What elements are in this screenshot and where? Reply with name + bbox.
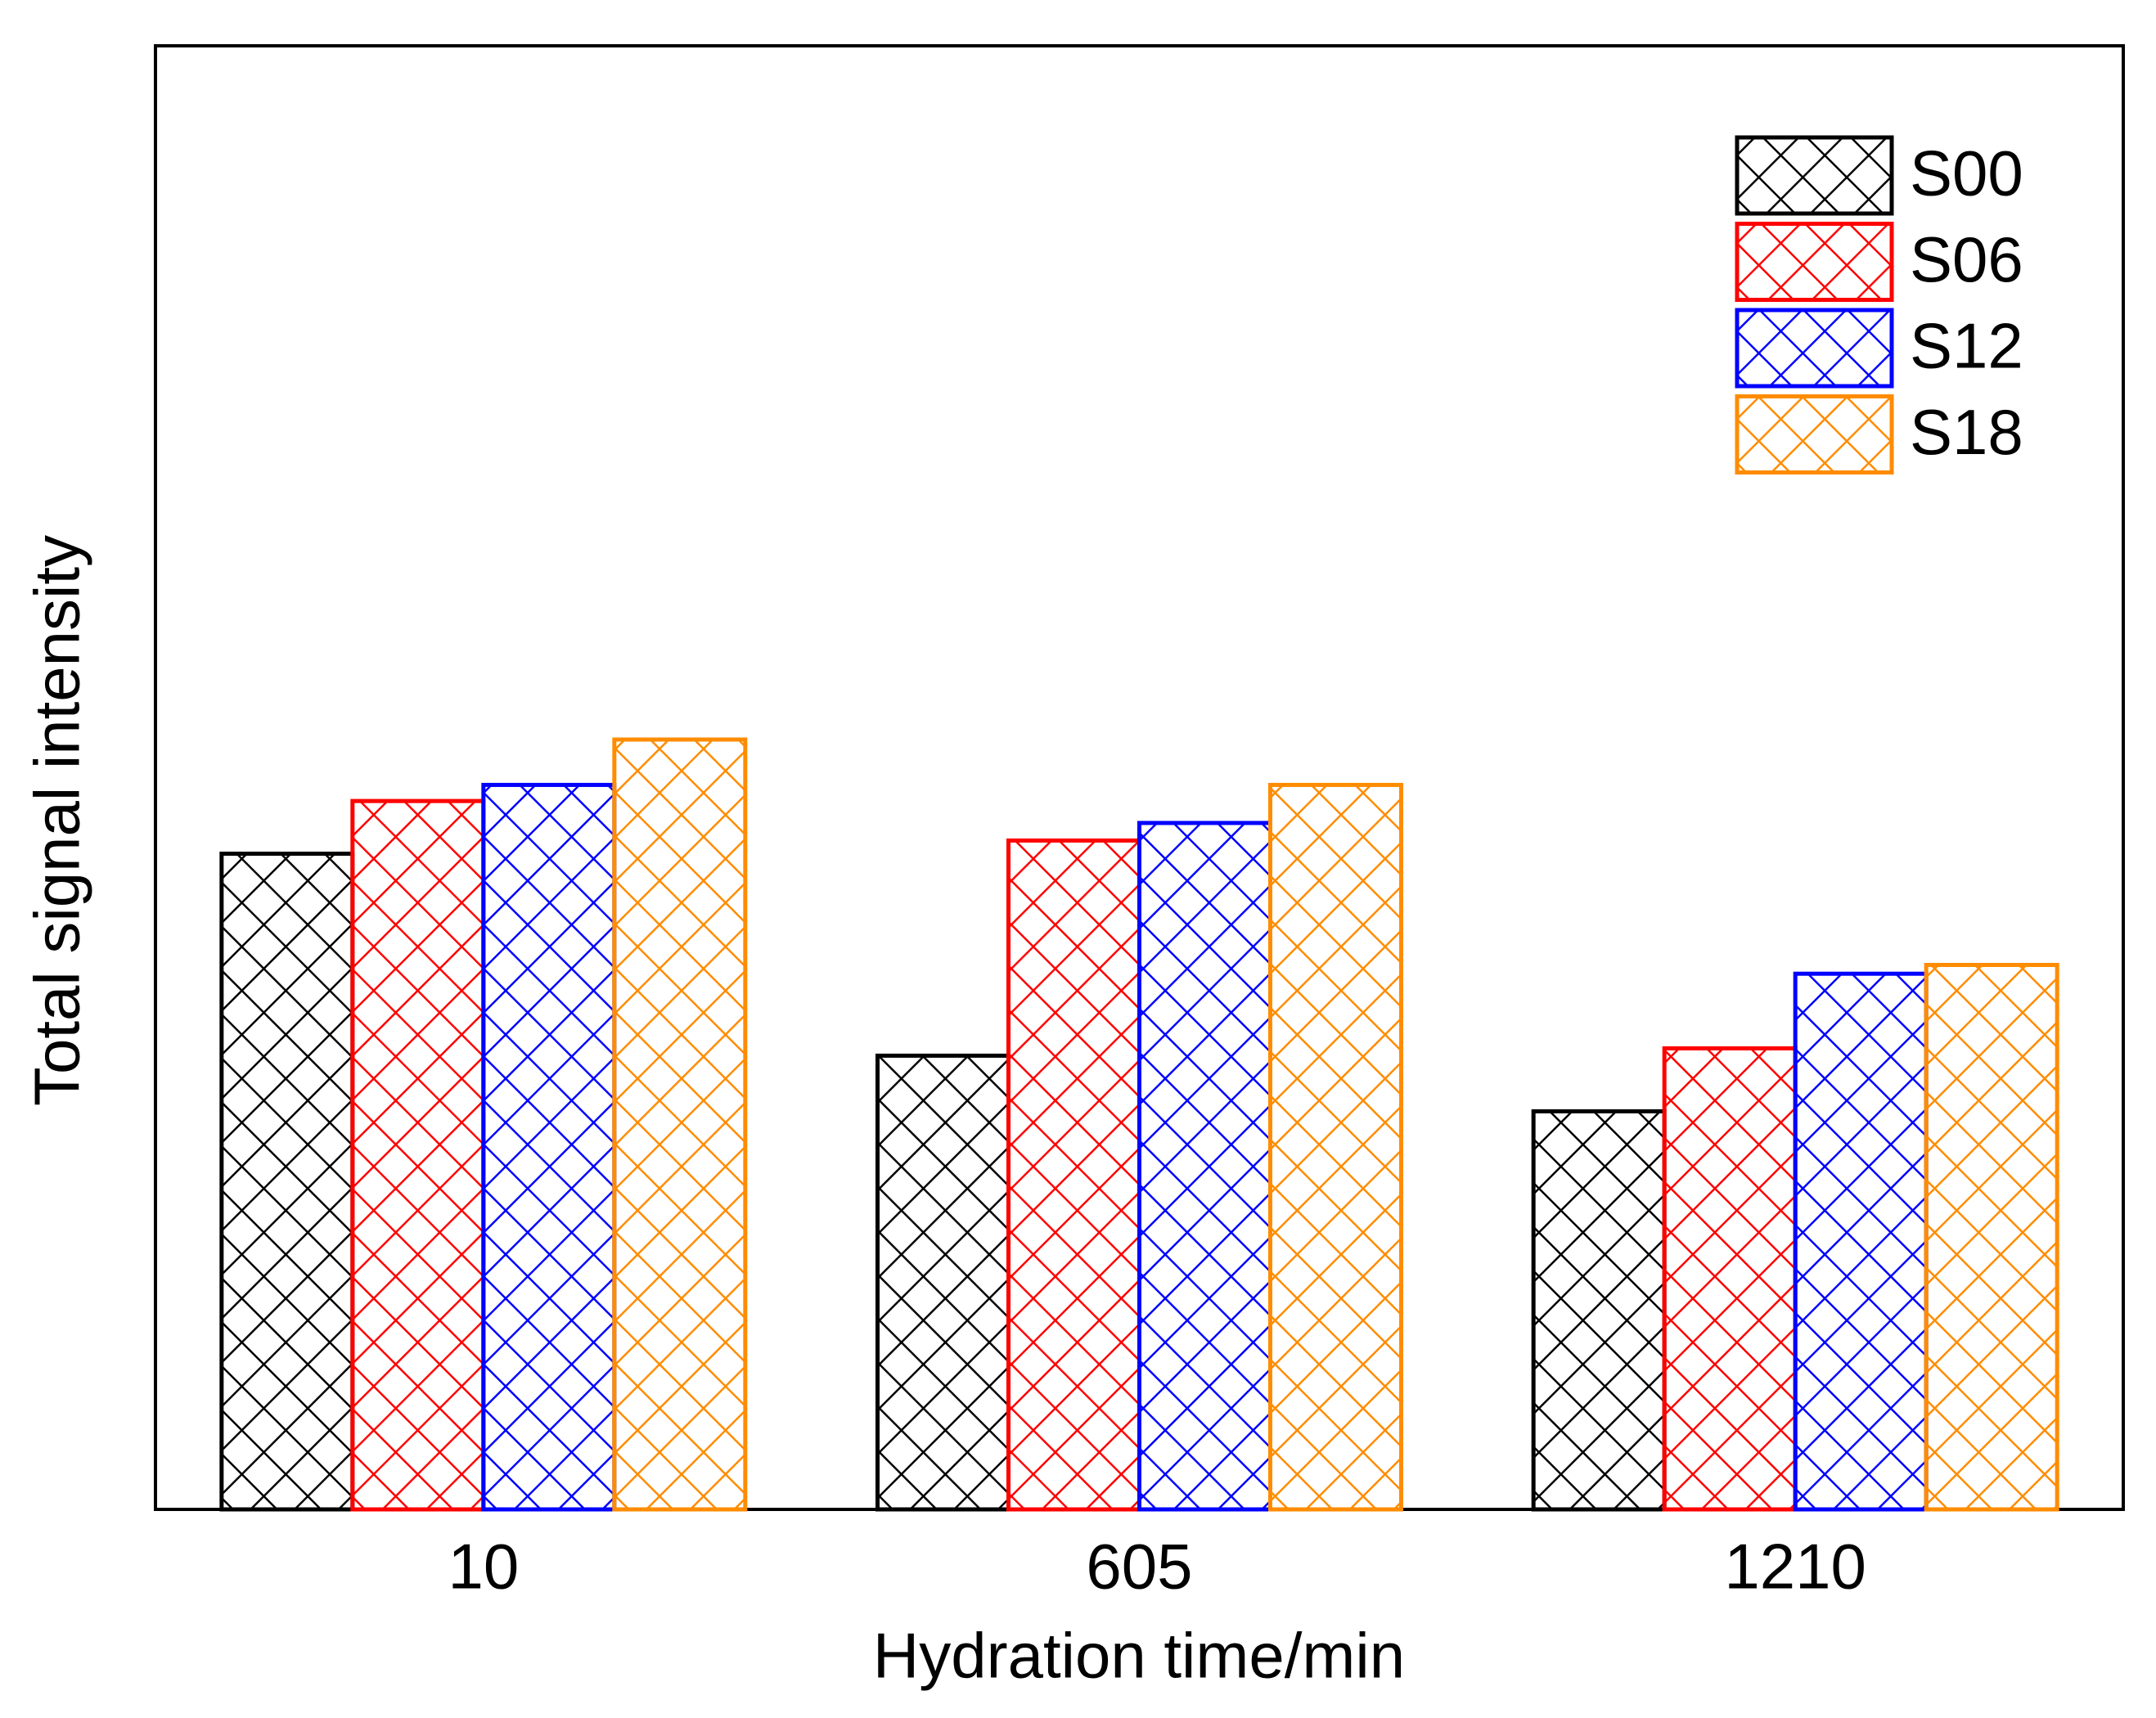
bar xyxy=(1531,1109,1667,1512)
bar xyxy=(1662,1046,1798,1512)
x-tick-label: 10 xyxy=(448,1531,519,1603)
legend-label: S00 xyxy=(1910,137,2023,209)
bar xyxy=(1006,838,1141,1512)
bar xyxy=(1924,962,2059,1512)
bar xyxy=(219,852,355,1512)
x-axis-title: Hydration time/min xyxy=(873,1620,1405,1692)
bar xyxy=(1268,782,1403,1512)
x-tick-label: 605 xyxy=(1086,1531,1192,1603)
bar xyxy=(1137,821,1272,1512)
y-axis-title: Total signal intensity xyxy=(21,535,93,1106)
bar xyxy=(612,737,748,1512)
bar xyxy=(1793,971,1929,1512)
bar xyxy=(350,798,486,1512)
legend-label: S12 xyxy=(1910,310,2023,382)
x-tick-label: 1210 xyxy=(1724,1531,1866,1603)
legend-swatch xyxy=(1735,135,1894,216)
legend-label: S06 xyxy=(1910,223,2023,295)
bar xyxy=(875,1053,1010,1512)
legend-swatch xyxy=(1735,222,1894,302)
bar xyxy=(481,782,617,1512)
legend-label: S18 xyxy=(1910,396,2023,468)
legend-swatch xyxy=(1735,394,1894,474)
legend-swatch xyxy=(1735,308,1894,389)
